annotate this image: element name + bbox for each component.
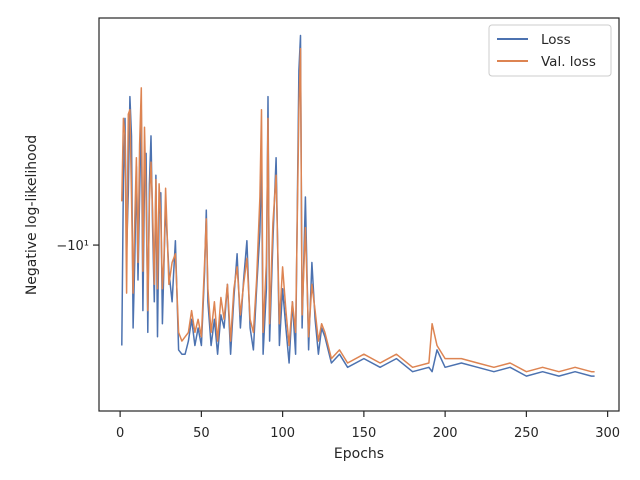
y-axis-label: Negative log-likelihood [24,135,40,295]
series-line-val-loss [121,47,595,373]
plot-lines [121,34,595,377]
plot-frame [98,17,620,412]
x-tick-label: 250 [514,426,539,441]
legend: Loss Val. loss [488,24,612,77]
y-tick-label: −10¹ [56,239,89,254]
x-tick-label: 150 [351,426,376,441]
legend-label-val-loss: Val. loss [541,54,596,70]
x-tick-label: 300 [595,426,620,441]
x-tick-label: 100 [270,426,295,441]
legend-label-loss: Loss [541,32,571,48]
x-tick-label: 200 [433,426,458,441]
x-tick-label: 0 [116,426,124,441]
y-axis: −10¹ [56,239,99,254]
x-axis-label: Epochs [334,446,384,462]
legend-box [488,24,612,77]
x-axis: 0 50 100 150 200 250 300 [116,411,620,441]
x-tick-label: 50 [193,426,210,441]
